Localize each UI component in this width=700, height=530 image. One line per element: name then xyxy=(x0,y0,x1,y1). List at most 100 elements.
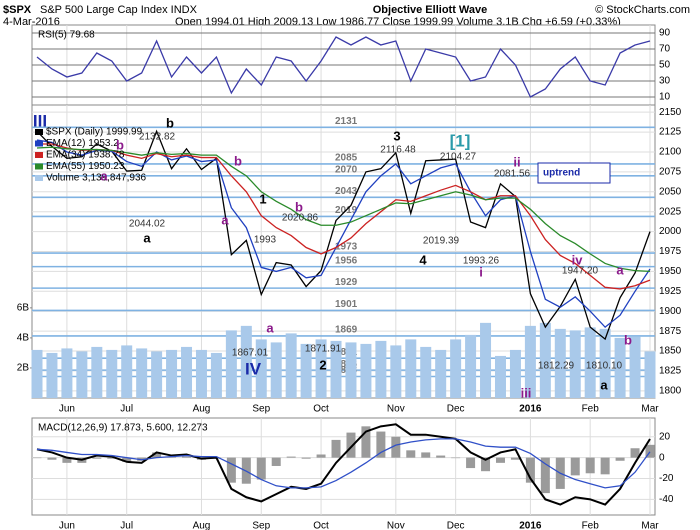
histogram-bar xyxy=(376,431,386,458)
annotation: 1 xyxy=(259,191,266,206)
x-tick-label: Oct xyxy=(313,404,329,415)
histogram-bar xyxy=(406,450,416,458)
histogram-bar xyxy=(510,457,520,460)
panel-title: MACD(12,26,9) 17.873, 5.600, 12.273 xyxy=(38,423,208,434)
volume-bar xyxy=(315,339,327,398)
legend-label: $SPX (Daily) 1999.99 xyxy=(46,127,143,138)
volume-bar xyxy=(629,336,641,398)
y-tick-label: 1825 xyxy=(659,366,682,377)
annotation: b xyxy=(234,153,242,168)
x-tick-label: Mar xyxy=(641,521,659,530)
annotation: 2132.82 xyxy=(139,132,176,143)
histogram-bar xyxy=(600,457,610,475)
x-tick-label: Mar xyxy=(641,404,659,415)
series-line xyxy=(36,129,651,341)
annotation: a xyxy=(266,320,274,335)
annotation: 2116.48 xyxy=(380,145,416,156)
y-tick-label: -20 xyxy=(659,473,674,484)
y-tick-label: 1875 xyxy=(659,326,682,337)
panel xyxy=(31,417,656,516)
volume-bar xyxy=(465,334,477,398)
histogram-bar xyxy=(630,448,640,458)
volume-bar xyxy=(121,345,133,398)
level-label: 1973 xyxy=(335,242,358,253)
series-line xyxy=(36,438,651,489)
annotation: [1] xyxy=(450,131,471,150)
annotation: 1812.29 xyxy=(538,361,575,372)
x-tick-label: Jun xyxy=(59,404,75,415)
x-tick-label: Jul xyxy=(120,521,133,530)
volume-bar xyxy=(166,349,178,398)
level-label: 2043 xyxy=(335,186,358,197)
y-tick-label: 90 xyxy=(659,28,671,39)
y-tick-label: 2100 xyxy=(659,147,682,158)
uptrend-box xyxy=(537,162,611,184)
histogram-bar xyxy=(570,457,580,476)
volume-bar xyxy=(599,328,611,398)
annotation: b xyxy=(624,332,632,347)
histogram-bar xyxy=(585,457,595,474)
x-tick-label: Feb xyxy=(582,404,600,415)
annotation: 2020.86 xyxy=(282,213,319,224)
annotation: iii xyxy=(521,385,532,400)
volume-bar xyxy=(614,337,626,398)
volume-bar xyxy=(270,342,282,398)
x-tick-label: Dec xyxy=(447,404,465,415)
annotation: b xyxy=(166,115,174,130)
histogram-bar xyxy=(421,452,431,458)
legend-swatch xyxy=(35,129,43,135)
legend-label: EMA(34) 1938.78 xyxy=(46,150,125,161)
y-tick-label: 30 xyxy=(659,76,671,87)
x-tick-label: Sep xyxy=(252,521,270,530)
series-line xyxy=(36,423,651,506)
series-line xyxy=(36,36,651,98)
legend-swatch xyxy=(35,175,43,181)
y-tick-label: 10 xyxy=(659,92,671,103)
level-label: 2070 xyxy=(335,165,358,176)
histogram-bar xyxy=(256,457,266,480)
annotation: i xyxy=(479,264,483,279)
histogram-bar xyxy=(525,457,535,483)
legend-swatch xyxy=(35,163,43,170)
volume-bar xyxy=(405,339,417,398)
histogram-bar xyxy=(107,457,117,459)
annotation: uptrend xyxy=(543,168,580,179)
histogram-bar xyxy=(495,457,505,463)
volume-bar xyxy=(345,342,357,398)
histogram-bar xyxy=(316,454,326,458)
panel-title: RSI(5) 79.68 xyxy=(38,30,95,41)
volume-bar xyxy=(644,351,656,398)
annotation: 1810.10 xyxy=(586,361,623,372)
volume-bar xyxy=(285,333,297,398)
annotation: b xyxy=(295,199,303,214)
x-tick-label: Feb xyxy=(582,521,600,530)
y-tick-label: 70 xyxy=(659,44,671,55)
legend-swatch xyxy=(35,152,43,158)
volume-bar xyxy=(584,327,596,398)
histogram-bar xyxy=(481,457,491,472)
histogram-bar xyxy=(540,457,550,494)
index-name: S&P 500 Large Cap Index INDX xyxy=(40,4,198,16)
histogram-bar xyxy=(182,456,192,458)
annotation: a xyxy=(221,212,229,227)
y-tick-label: 1900 xyxy=(659,306,682,317)
annotation: a xyxy=(143,230,151,245)
volume-bar xyxy=(106,349,118,398)
legend-label: EMA(12) 1953.2 xyxy=(46,138,119,149)
x-tick-label: Oct xyxy=(313,521,329,530)
histogram-bar xyxy=(226,457,236,483)
histogram-bar xyxy=(466,457,476,469)
y-tick-label: 2075 xyxy=(659,167,682,178)
volume-bar xyxy=(225,330,237,398)
y-tick-label: 1850 xyxy=(659,346,682,357)
annotation: a xyxy=(616,262,624,277)
level-label: 1956 xyxy=(335,255,358,266)
volume-bar xyxy=(91,346,103,398)
volume-bar xyxy=(76,351,88,398)
y-tick-label: 1975 xyxy=(659,246,682,257)
volume-bar xyxy=(375,340,387,398)
histogram-bar xyxy=(615,457,625,461)
chart-title: Objective Elliott Wave xyxy=(373,4,488,16)
legend-label: Volume 3,139,847,936 xyxy=(46,173,147,184)
